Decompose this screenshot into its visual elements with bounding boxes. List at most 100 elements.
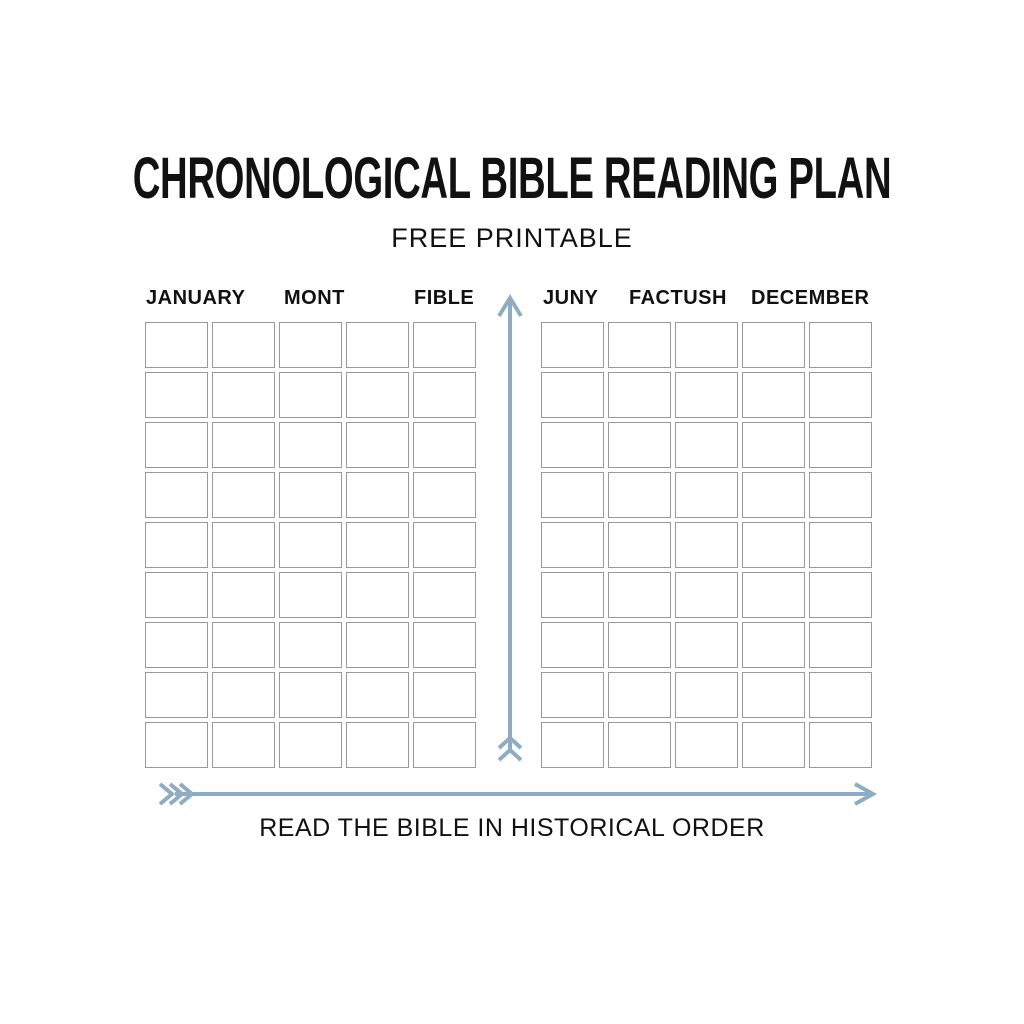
reading-checkbox[interactable] (279, 622, 342, 668)
reading-checkbox[interactable] (809, 322, 872, 368)
reading-checkbox[interactable] (413, 372, 476, 418)
reading-checkbox[interactable] (413, 322, 476, 368)
reading-checkbox[interactable] (413, 622, 476, 668)
left-checkbox-grid (145, 322, 476, 768)
reading-checkbox[interactable] (742, 372, 805, 418)
reading-checkbox[interactable] (145, 572, 208, 618)
reading-checkbox[interactable] (145, 472, 208, 518)
reading-checkbox[interactable] (346, 372, 409, 418)
reading-checkbox[interactable] (212, 322, 275, 368)
reading-checkbox[interactable] (742, 722, 805, 768)
reading-checkbox[interactable] (279, 422, 342, 468)
reading-checkbox[interactable] (279, 472, 342, 518)
reading-checkbox[interactable] (346, 472, 409, 518)
reading-checkbox[interactable] (279, 372, 342, 418)
column-header: FACTUSH (629, 287, 727, 309)
reading-checkbox[interactable] (279, 672, 342, 718)
reading-checkbox[interactable] (608, 572, 671, 618)
reading-checkbox[interactable] (675, 322, 738, 368)
reading-checkbox[interactable] (608, 422, 671, 468)
reading-checkbox[interactable] (212, 622, 275, 668)
reading-checkbox[interactable] (742, 622, 805, 668)
reading-checkbox[interactable] (346, 422, 409, 468)
right-checkbox-grid (541, 322, 872, 768)
reading-checkbox[interactable] (809, 372, 872, 418)
reading-checkbox[interactable] (608, 322, 671, 368)
reading-checkbox[interactable] (742, 522, 805, 568)
reading-checkbox[interactable] (212, 372, 275, 418)
reading-checkbox[interactable] (346, 622, 409, 668)
reading-checkbox[interactable] (541, 472, 604, 518)
reading-checkbox[interactable] (809, 422, 872, 468)
reading-checkbox[interactable] (541, 572, 604, 618)
reading-checkbox[interactable] (212, 472, 275, 518)
reading-checkbox[interactable] (346, 522, 409, 568)
reading-checkbox[interactable] (809, 522, 872, 568)
reading-checkbox[interactable] (145, 622, 208, 668)
reading-checkbox[interactable] (608, 722, 671, 768)
reading-checkbox[interactable] (541, 322, 604, 368)
reading-checkbox[interactable] (279, 572, 342, 618)
reading-checkbox[interactable] (145, 722, 208, 768)
reading-checkbox[interactable] (809, 572, 872, 618)
reading-checkbox[interactable] (212, 572, 275, 618)
reading-checkbox[interactable] (809, 622, 872, 668)
reading-checkbox[interactable] (675, 572, 738, 618)
reading-checkbox[interactable] (145, 672, 208, 718)
reading-checkbox[interactable] (809, 672, 872, 718)
reading-checkbox[interactable] (675, 422, 738, 468)
reading-checkbox[interactable] (742, 672, 805, 718)
reading-checkbox[interactable] (541, 372, 604, 418)
reading-checkbox[interactable] (279, 322, 342, 368)
column-header: DECEMBER (751, 287, 870, 309)
reading-checkbox[interactable] (742, 572, 805, 618)
arrow-right-icon (158, 782, 878, 806)
reading-checkbox[interactable] (541, 622, 604, 668)
reading-checkbox[interactable] (608, 622, 671, 668)
reading-checkbox[interactable] (541, 722, 604, 768)
reading-checkbox[interactable] (212, 522, 275, 568)
reading-checkbox[interactable] (145, 322, 208, 368)
reading-checkbox[interactable] (413, 522, 476, 568)
column-header: FIBLE (414, 287, 475, 309)
reading-checkbox[interactable] (279, 722, 342, 768)
reading-checkbox[interactable] (346, 572, 409, 618)
reading-checkbox[interactable] (608, 472, 671, 518)
reading-checkbox[interactable] (742, 472, 805, 518)
reading-checkbox[interactable] (608, 672, 671, 718)
reading-checkbox[interactable] (675, 522, 738, 568)
reading-checkbox[interactable] (346, 722, 409, 768)
reading-checkbox[interactable] (413, 722, 476, 768)
reading-checkbox[interactable] (675, 372, 738, 418)
reading-checkbox[interactable] (742, 422, 805, 468)
column-header: JUNY (543, 287, 599, 309)
reading-checkbox[interactable] (212, 422, 275, 468)
reading-checkbox[interactable] (145, 372, 208, 418)
reading-checkbox[interactable] (145, 522, 208, 568)
reading-checkbox[interactable] (809, 472, 872, 518)
reading-checkbox[interactable] (541, 522, 604, 568)
reading-checkbox[interactable] (675, 672, 738, 718)
reading-checkbox[interactable] (675, 472, 738, 518)
reading-checkbox[interactable] (346, 672, 409, 718)
reading-checkbox[interactable] (541, 672, 604, 718)
reading-checkbox[interactable] (675, 622, 738, 668)
reading-checkbox[interactable] (675, 722, 738, 768)
reading-checkbox[interactable] (212, 722, 275, 768)
reading-checkbox[interactable] (742, 322, 805, 368)
reading-checkbox[interactable] (145, 422, 208, 468)
footer-tagline: READ THE BIBLE IN HISTORICAL ORDER (259, 814, 765, 842)
reading-checkbox[interactable] (413, 572, 476, 618)
reading-checkbox[interactable] (413, 472, 476, 518)
reading-checkbox[interactable] (809, 722, 872, 768)
reading-checkbox[interactable] (608, 372, 671, 418)
reading-checkbox[interactable] (212, 672, 275, 718)
reading-checkbox[interactable] (608, 522, 671, 568)
column-header: MONT (284, 287, 345, 309)
reading-checkbox[interactable] (346, 322, 409, 368)
reading-checkbox[interactable] (413, 422, 476, 468)
reading-checkbox[interactable] (541, 422, 604, 468)
reading-checkbox[interactable] (279, 522, 342, 568)
reading-checkbox[interactable] (413, 672, 476, 718)
